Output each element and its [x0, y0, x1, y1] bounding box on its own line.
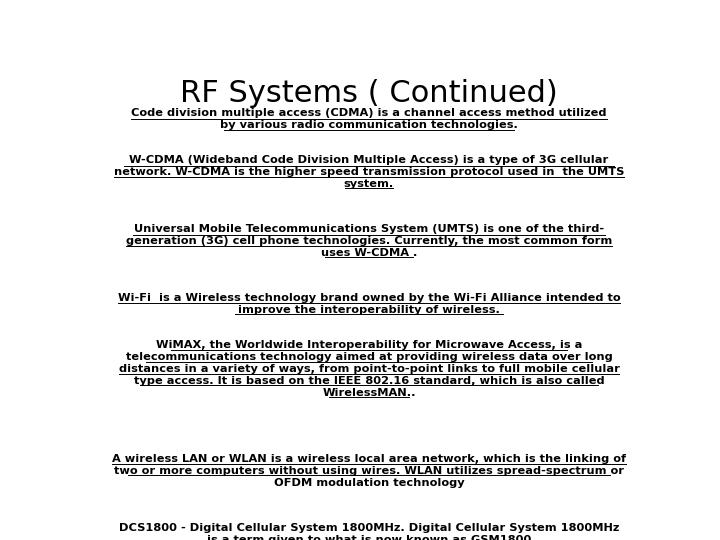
Text: RF Systems ( Continued): RF Systems ( Continued) — [180, 79, 558, 109]
Text: DCS1800 - Digital Cellular System 1800MHz. Digital Cellular System 1800MHz
is a : DCS1800 - Digital Cellular System 1800MH… — [119, 523, 619, 540]
Text: Wi-Fi  is a Wireless technology brand owned by the Wi-Fi Alliance intended to
im: Wi-Fi is a Wireless technology brand own… — [117, 293, 621, 315]
Text: Universal Mobile Telecommunications System (UMTS) is one of the third-
generatio: Universal Mobile Telecommunications Syst… — [126, 224, 612, 258]
Text: A wireless LAN or WLAN is a wireless local area network, which is the linking of: A wireless LAN or WLAN is a wireless loc… — [112, 454, 626, 488]
Text: Code division multiple access (CDMA) is a channel access method utilized
by vari: Code division multiple access (CDMA) is … — [131, 109, 607, 131]
Text: WiMAX, the Worldwide Interoperability for Microwave Access, is a
telecommunicati: WiMAX, the Worldwide Interoperability fo… — [119, 340, 619, 397]
Text: W-CDMA (Wideband Code Division Multiple Access) is a type of 3G cellular
network: W-CDMA (Wideband Code Division Multiple … — [114, 155, 624, 189]
